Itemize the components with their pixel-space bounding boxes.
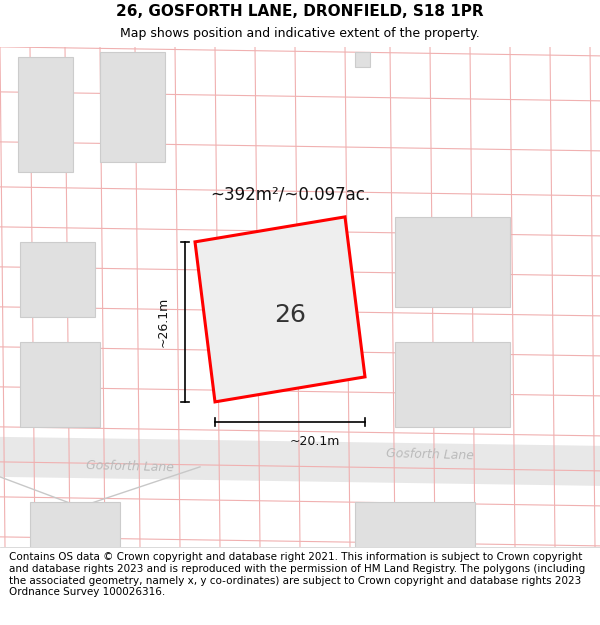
Text: Gosforth Lane: Gosforth Lane	[86, 459, 174, 474]
Bar	[20, 342, 100, 427]
Bar	[395, 217, 510, 307]
Bar	[30, 502, 120, 557]
Text: ~392m²/~0.097ac.: ~392m²/~0.097ac.	[210, 186, 370, 204]
Text: ~20.1m: ~20.1m	[290, 435, 340, 448]
Bar	[355, 502, 475, 557]
Polygon shape	[195, 217, 365, 402]
Bar	[100, 52, 165, 162]
Bar	[395, 342, 510, 427]
Text: Gosforth Lane: Gosforth Lane	[386, 448, 474, 462]
Text: 26, GOSFORTH LANE, DRONFIELD, S18 1PR: 26, GOSFORTH LANE, DRONFIELD, S18 1PR	[116, 4, 484, 19]
Text: Map shows position and indicative extent of the property.: Map shows position and indicative extent…	[120, 28, 480, 40]
Text: ~26.1m: ~26.1m	[157, 297, 170, 347]
Text: 26: 26	[274, 303, 306, 327]
Polygon shape	[0, 437, 600, 486]
Bar	[355, 52, 370, 67]
Text: Contains OS data © Crown copyright and database right 2021. This information is : Contains OS data © Crown copyright and d…	[9, 552, 585, 597]
Bar	[18, 57, 73, 172]
Bar	[20, 242, 95, 317]
